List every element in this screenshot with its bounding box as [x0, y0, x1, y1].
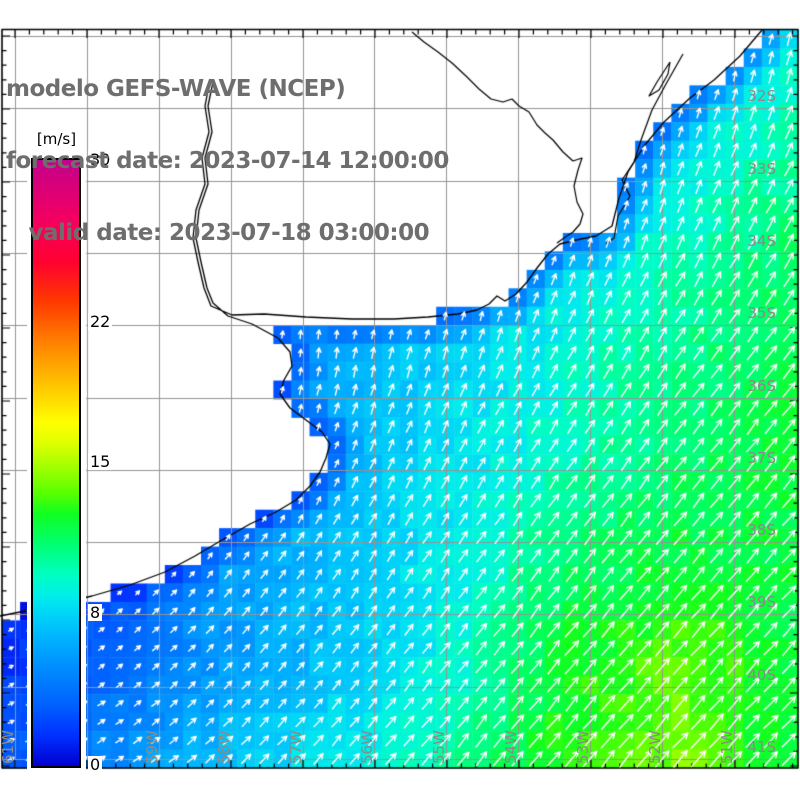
title-block: modelo GEFS-WAVE (NCEP) forecast date: 2… — [6, 29, 449, 293]
lat-label: 37S — [747, 449, 776, 467]
lat-label: 33S — [747, 160, 776, 178]
lat-label: 32S — [747, 87, 776, 105]
lat-label: 36S — [747, 377, 776, 395]
lon-label: 61W — [0, 730, 17, 764]
lon-label: 52W — [646, 730, 664, 764]
model-title: modelo GEFS-WAVE (NCEP) — [6, 76, 346, 102]
lon-label: 58W — [215, 730, 233, 764]
lat-label: 39S — [747, 593, 776, 611]
lat-label: 35S — [747, 304, 776, 322]
lon-label: 57W — [287, 730, 305, 764]
valid-date: valid date: 2023-07-18 03:00:00 — [6, 220, 430, 246]
lat-label: 34S — [747, 232, 776, 250]
colorbar-gradient — [31, 158, 81, 768]
lat-label: 41S — [747, 738, 776, 756]
lat-label: 38S — [747, 521, 776, 539]
lon-label: 51W — [718, 730, 736, 764]
colorbar-tick-label: 15 — [88, 452, 113, 471]
lon-label: 54W — [502, 730, 520, 764]
lon-label: 55W — [430, 730, 448, 764]
lon-label: 56W — [358, 730, 376, 764]
lat-label: 40S — [747, 666, 776, 684]
colorbar-tick-label: 22 — [88, 312, 113, 331]
colorbar-tick-label: 0 — [88, 755, 103, 774]
colorbar-tick-label: 30 — [88, 150, 113, 169]
colorbar-tick-label: 8 — [88, 603, 103, 622]
lon-label: 59W — [143, 730, 161, 764]
lon-label: 53W — [574, 730, 592, 764]
colorbar-unit-label: [m/s] — [36, 130, 77, 148]
forecast-date: forecast date: 2023-07-14 12:00:00 — [6, 148, 449, 174]
colorbar — [27, 150, 86, 774]
